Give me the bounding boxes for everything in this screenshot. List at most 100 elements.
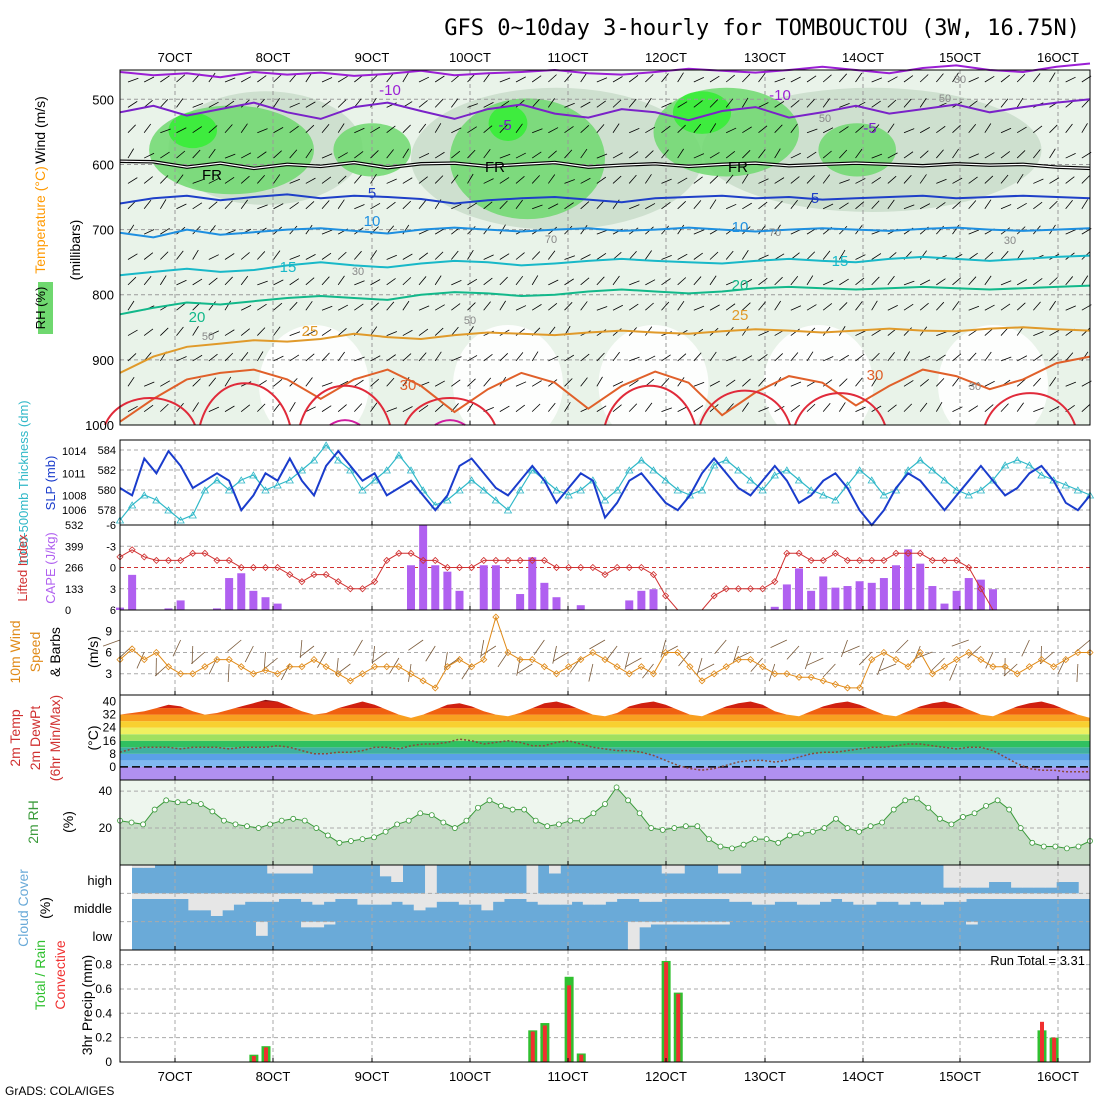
cloud-gap-low [661, 921, 674, 925]
lifted-index-point [577, 563, 585, 572]
wind-barb [871, 100, 881, 108]
wind-barb [903, 151, 914, 159]
wind-barb [321, 276, 330, 286]
contour-label: 70 [769, 227, 781, 239]
wind-barb [677, 277, 687, 286]
wind-barb [321, 352, 330, 362]
cloud-gap-high [132, 865, 144, 868]
wind-barb [871, 200, 880, 210]
rh-point [209, 808, 216, 815]
wind-barb [370, 126, 381, 134]
lifted-index-point [904, 549, 912, 557]
wind-barb [612, 404, 622, 412]
wind-barb [564, 126, 574, 134]
wind-barb [467, 355, 478, 362]
wind-barb [952, 201, 961, 210]
lifted-index-point [783, 549, 791, 557]
wind-barb-10m [822, 663, 836, 678]
wind-barb [1016, 173, 1024, 184]
wind-barb-10m [588, 663, 594, 682]
temp-contour--5 [119, 98, 1091, 122]
temp-band [120, 727, 1090, 735]
cloud-gap-middle [357, 893, 370, 905]
thickness-point [722, 456, 731, 464]
wind-barb [531, 304, 542, 311]
wind-barb [321, 153, 333, 159]
wind-barb [257, 174, 265, 184]
wind-speed-point [977, 656, 985, 664]
thickness-point [867, 476, 876, 484]
wind-barb [968, 229, 980, 235]
rh-point [221, 817, 227, 824]
thickness-point [346, 466, 355, 474]
wind-barb [936, 278, 946, 286]
wind-barb [273, 326, 281, 336]
temp-band [120, 753, 1090, 761]
wind-barb [839, 378, 848, 387]
cloud-gap-low [672, 921, 685, 925]
wind-barb [838, 249, 846, 260]
wind-barb [1065, 123, 1073, 133]
cloud-gap-middle [920, 893, 933, 905]
wind-barb [580, 353, 590, 362]
wind-barb-10m [191, 651, 206, 665]
cloud-gap-high [954, 865, 967, 888]
cloud-gap-middle [1022, 893, 1035, 899]
wind-speed-point [698, 677, 706, 685]
wind-barb [483, 102, 494, 108]
wind-barb [1033, 149, 1041, 159]
cloud-gap-high [267, 865, 280, 874]
wind-barb [418, 153, 430, 159]
wind-barb [548, 279, 559, 286]
wind-barb [725, 250, 734, 260]
wind-barb [628, 75, 639, 83]
contour-label: 50 [202, 331, 214, 343]
rh-point [1017, 825, 1024, 831]
cloud-gap-middle [706, 893, 719, 899]
wind-barb [208, 353, 218, 362]
lifted-index-point [649, 571, 658, 579]
wind-barb [127, 200, 137, 210]
wind-barb [127, 276, 137, 286]
wind-barb [839, 179, 850, 184]
cloud-gap-middle [627, 893, 640, 899]
thickness-point [758, 486, 767, 494]
cloud-gap-middle [334, 893, 347, 899]
wind-barb [822, 402, 831, 412]
wind-barb [337, 175, 347, 184]
wind-barb [208, 406, 220, 413]
lifted-index-point [468, 563, 476, 572]
cloud-gap-low [255, 921, 268, 936]
wind-barb [984, 99, 994, 108]
wind-barb [208, 72, 216, 83]
wind-speed-point [480, 656, 488, 664]
wind-barb [1049, 124, 1058, 133]
thickness-point [564, 491, 573, 499]
wind-barb [483, 149, 491, 159]
wind-barb-10m [931, 657, 945, 671]
cloud-gap-middle [999, 893, 1012, 899]
wind-barb [483, 254, 494, 260]
wind-barb [822, 303, 833, 311]
cape-bar [916, 563, 925, 610]
wind-barb [257, 280, 268, 286]
wind-barb-10m [244, 645, 254, 663]
rh-point [844, 825, 851, 831]
wind-barb [451, 203, 462, 210]
wind-barb [839, 278, 849, 286]
wind-barb [160, 151, 170, 159]
wind-barb [564, 179, 575, 184]
thickness-point [928, 466, 937, 474]
lifted-index-point [565, 563, 573, 572]
wind-barb [467, 378, 476, 387]
wind-barb [758, 354, 768, 362]
wind-barb [289, 178, 301, 184]
wind-barb [434, 275, 442, 286]
wind-barb [645, 302, 654, 311]
wind-barb [596, 352, 605, 362]
wind-barb [758, 407, 769, 413]
wind-barb [984, 251, 994, 260]
wind-barb-10m [985, 651, 994, 669]
wind-barb [790, 381, 802, 387]
cape-bar [225, 578, 234, 610]
